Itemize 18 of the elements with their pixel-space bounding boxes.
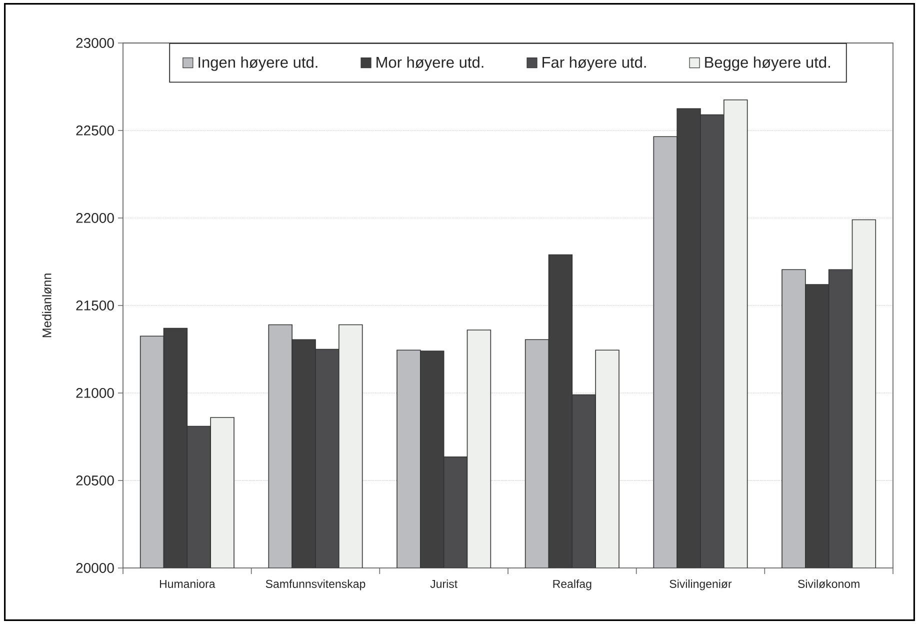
x-tick-label: Sivilingeniør [670,580,732,590]
legend-label: Mor høyere utd. [376,56,484,71]
y-tick-label: 20500 [76,476,114,486]
y-tick-label: 20000 [76,563,114,573]
legend-label: Ingen høyere utd. [198,56,318,71]
y-tick-label: 23000 [76,38,114,48]
y-tick-label: 22500 [76,126,114,136]
x-tick-label: Realfag [553,580,592,590]
y-tick-label: 21500 [76,300,114,310]
x-tick-label: Jurist [430,580,458,588]
x-tick-label: Humaniora [160,580,216,588]
y-axis-title: Medianlønn [42,274,52,338]
legend-label: Begge høyere utd. [705,56,830,71]
legend-label: Far høyere utd. [542,56,646,71]
y-tick-label: 22000 [76,213,114,223]
y-tick-label: 21000 [76,388,114,398]
x-tick-label: Samfunnsvitenskap [266,580,366,590]
x-tick-label: Siviløkonom [798,580,860,588]
